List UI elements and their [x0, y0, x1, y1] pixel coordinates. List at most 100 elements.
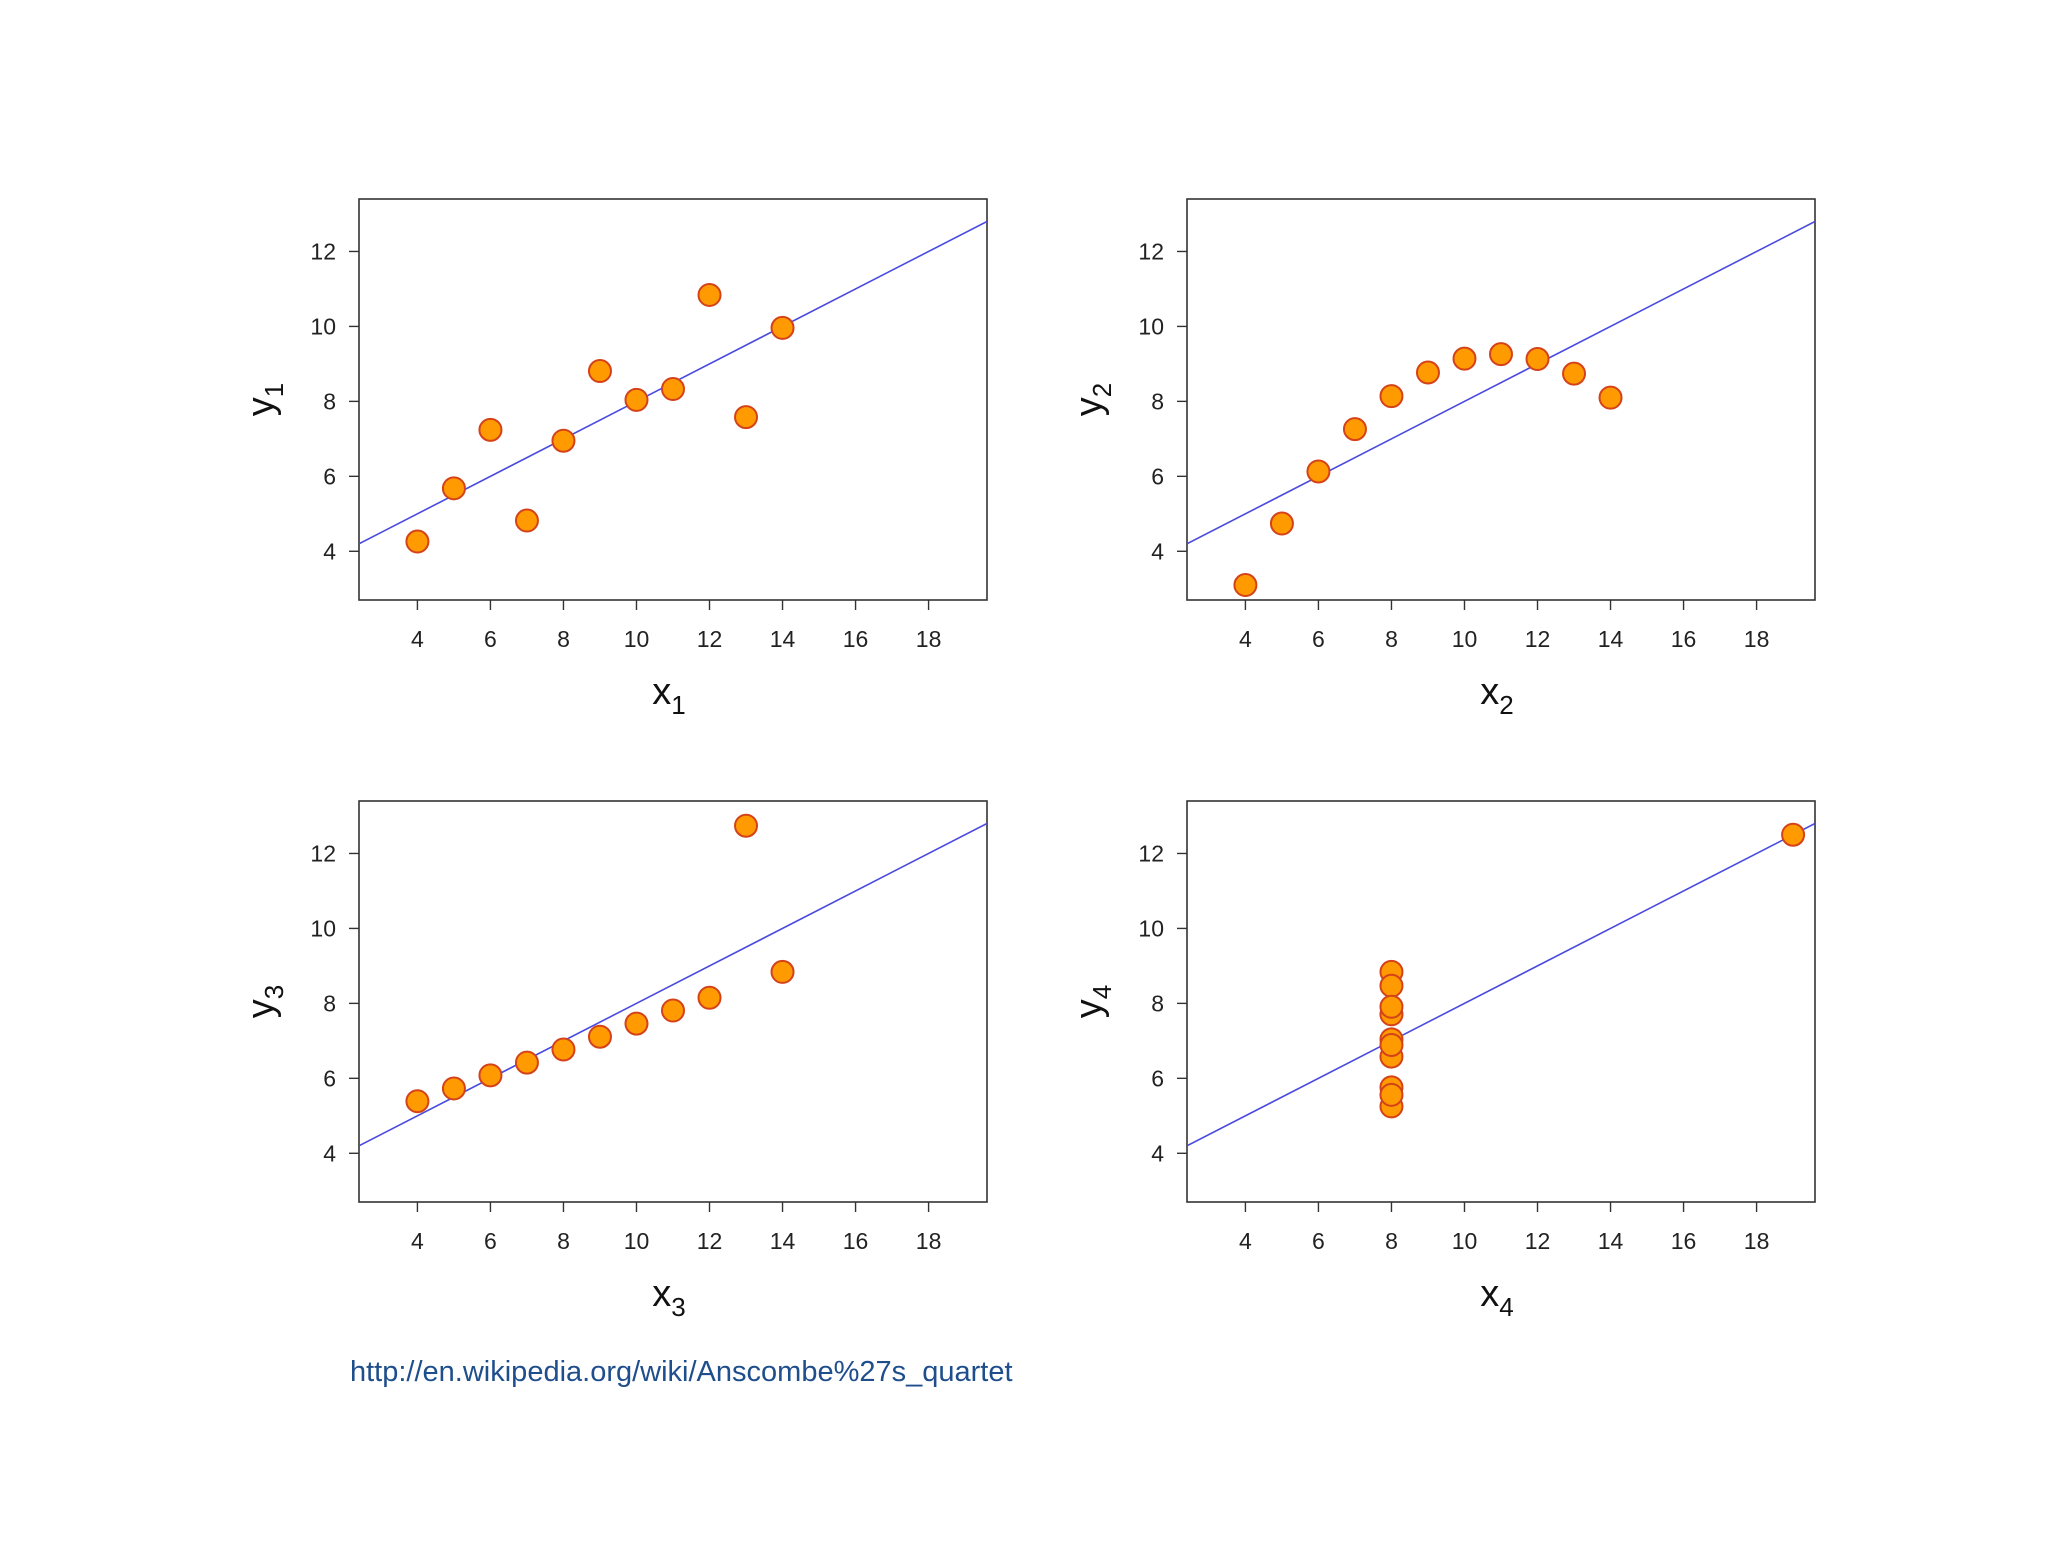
data-point-2-10 — [1342, 417, 1367, 442]
x-tick-label-2-8: 8 — [1385, 626, 1398, 652]
y-tick-label-2-4: 4 — [1151, 538, 1164, 564]
x-tick-label-4-12: 12 — [1525, 1228, 1551, 1254]
source-link[interactable]: http://en.wikipedia.org/wiki/Anscombe%27… — [350, 1356, 1013, 1388]
data-point-4-10 — [1379, 994, 1404, 1019]
data-point-2-1 — [1452, 346, 1477, 371]
x-axis-subscript-2: 2 — [1499, 690, 1513, 720]
y-tick-label-4-10: 10 — [1138, 915, 1164, 941]
x-axis-label-3: x3 — [652, 1273, 685, 1322]
y-tick-label-2-10: 10 — [1138, 313, 1164, 339]
panel-1: 4 6 8 10 12 14 16 18 4 6 8 10 12 x1 y1 — [240, 198, 988, 720]
x-tick-label-4-4: 4 — [1239, 1228, 1252, 1254]
data-point-3-8 — [405, 1089, 430, 1114]
y-tick-label-3-12: 12 — [310, 840, 336, 866]
y-tick-label-2-12: 12 — [1138, 238, 1164, 264]
x-tick-label-2-16: 16 — [1671, 626, 1697, 652]
x-tick-label-1-10: 10 — [624, 626, 650, 652]
data-point-1-1 — [624, 387, 649, 412]
x-tick-label-3-6: 6 — [484, 1228, 497, 1254]
data-point-3-2 — [551, 1037, 576, 1062]
x-tick-label-1-6: 6 — [484, 626, 497, 652]
y-tick-label-4-12: 12 — [1138, 840, 1164, 866]
x-tick-label-3-16: 16 — [843, 1228, 869, 1254]
y-tick-label-3-8: 8 — [323, 990, 336, 1016]
x-tick-label-4-6: 6 — [1312, 1228, 1325, 1254]
plot-frame-2 — [1186, 198, 1816, 601]
y-axis-subscript-1: 1 — [259, 383, 289, 397]
fit-line-2 — [1187, 220, 1815, 545]
data-point-2-6 — [1598, 385, 1623, 410]
x-tick-label-4-8: 8 — [1385, 1228, 1398, 1254]
data-point-1-2 — [551, 428, 576, 453]
data-point-2-4 — [1415, 360, 1440, 385]
plot-frame-4 — [1186, 800, 1816, 1203]
x-tick-label-1-18: 18 — [916, 626, 942, 652]
x-tick-label-3-18: 18 — [916, 1228, 942, 1254]
y-axis-label-4: y4 — [1068, 985, 1117, 1018]
y-tick-label-2-6: 6 — [1151, 463, 1164, 489]
data-point-2-9 — [1525, 347, 1550, 372]
data-point-4-9 — [1379, 1082, 1404, 1107]
y-tick-label-1-8: 8 — [323, 388, 336, 414]
data-point-3-1 — [624, 1011, 649, 1036]
y-tick-label-1-6: 6 — [323, 463, 336, 489]
data-point-3-11 — [441, 1076, 466, 1101]
y-tick-label-4-8: 8 — [1151, 990, 1164, 1016]
panel-2: 4 6 8 10 12 14 16 18 4 6 8 10 12 x2 y2 — [1068, 198, 1816, 720]
y-tick-label-1-4: 4 — [323, 538, 336, 564]
data-point-1-7 — [478, 417, 503, 442]
x-tick-label-3-12: 12 — [697, 1228, 723, 1254]
data-point-4-8 — [1781, 822, 1806, 847]
panel-4: 4 6 8 10 12 14 16 18 4 6 8 10 12 x4 y4 — [1068, 800, 1816, 1322]
x-axis-label-4: x4 — [1480, 1273, 1513, 1322]
x-tick-label-1-12: 12 — [697, 626, 723, 652]
x-tick-label-4-18: 18 — [1744, 1228, 1770, 1254]
data-point-2-3 — [1562, 361, 1587, 386]
data-point-2-7 — [1306, 459, 1331, 484]
x-tick-label-3-8: 8 — [557, 1228, 570, 1254]
fit-line-4 — [1187, 822, 1815, 1147]
y-axis-subscript-4: 4 — [1087, 985, 1117, 999]
data-point-1-8 — [405, 529, 430, 554]
x-tick-label-1-4: 4 — [411, 626, 424, 652]
x-tick-label-3-10: 10 — [624, 1228, 650, 1254]
data-point-1-3 — [734, 405, 759, 430]
x-axis-label-2: x2 — [1480, 671, 1513, 720]
x-tick-label-1-16: 16 — [843, 626, 869, 652]
y-tick-label-4-6: 6 — [1151, 1065, 1164, 1091]
x-tick-label-2-4: 4 — [1239, 626, 1252, 652]
y-axis-subscript-3: 3 — [259, 985, 289, 999]
x-tick-label-2-12: 12 — [1525, 626, 1551, 652]
data-point-2-2 — [1379, 384, 1404, 409]
y-axis-label-2: y2 — [1068, 383, 1117, 416]
y-axis-subscript-2: 2 — [1087, 383, 1117, 397]
x-tick-label-2-14: 14 — [1598, 626, 1624, 652]
x-tick-label-2-10: 10 — [1452, 626, 1478, 652]
data-point-3-4 — [587, 1024, 612, 1049]
y-tick-label-3-10: 10 — [310, 915, 336, 941]
data-point-1-4 — [587, 359, 612, 384]
y-tick-label-3-6: 6 — [323, 1065, 336, 1091]
x-tick-label-3-4: 4 — [411, 1228, 424, 1254]
data-point-4-11 — [1379, 1032, 1404, 1057]
data-point-3-6 — [770, 959, 795, 984]
data-point-1-6 — [770, 315, 795, 340]
data-point-3-10 — [514, 1050, 539, 1075]
x-tick-label-2-6: 6 — [1312, 626, 1325, 652]
plot-frame-3 — [358, 800, 988, 1203]
y-tick-label-1-12: 12 — [310, 238, 336, 264]
data-point-1-10 — [514, 508, 539, 533]
x-tick-label-2-18: 18 — [1744, 626, 1770, 652]
x-tick-label-4-14: 14 — [1598, 1228, 1624, 1254]
data-point-2-5 — [1489, 342, 1513, 367]
data-point-2-11 — [1269, 511, 1294, 536]
y-tick-label-4-4: 4 — [1151, 1140, 1164, 1166]
y-tick-label-2-8: 8 — [1151, 388, 1164, 414]
y-tick-label-1-10: 10 — [310, 313, 336, 339]
data-point-2-8 — [1233, 573, 1258, 598]
data-point-4-5 — [1379, 973, 1404, 998]
data-point-1-11 — [441, 476, 466, 501]
data-point-1-9 — [697, 282, 722, 307]
x-tick-label-1-8: 8 — [557, 626, 570, 652]
